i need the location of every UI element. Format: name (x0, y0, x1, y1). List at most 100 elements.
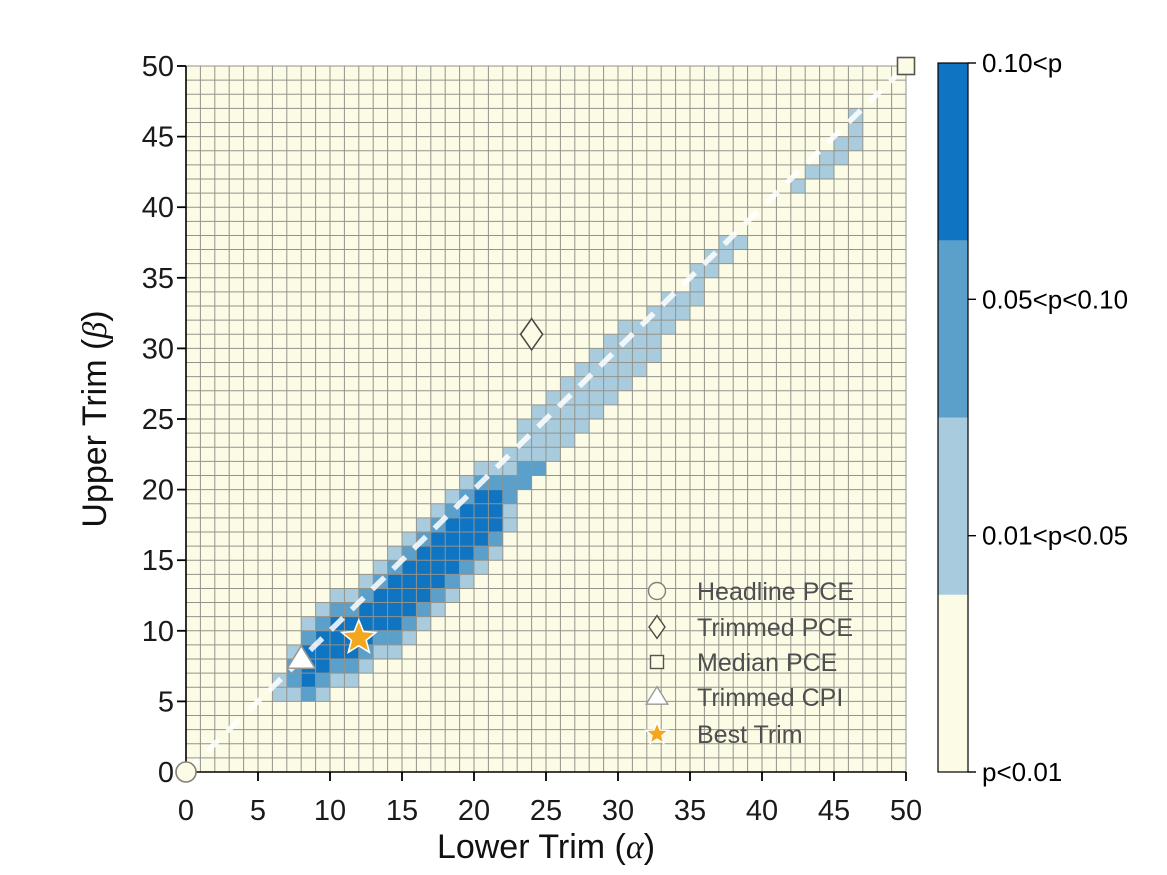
heatmap-cell-span (488, 546, 503, 561)
heatmap-cell-span (315, 673, 330, 688)
heatmap-cell-span (805, 164, 820, 179)
y-tick-label: 15 (142, 545, 174, 577)
colorbar-segment-D (938, 63, 968, 241)
colorbar-tick-label: 0.10<p (982, 48, 1062, 78)
heatmap-cell-span (373, 560, 388, 575)
colorbar-tick-label: p<0.01 (982, 757, 1062, 787)
heatmap-cell-span (330, 588, 345, 603)
heatmap-cell-span (488, 475, 503, 490)
heatmap-cell-span (301, 687, 316, 702)
x-tick-label: 50 (890, 795, 922, 827)
heatmap-cell-span (560, 376, 575, 448)
legend-item-trimmed-cpi: Trimmed CPI (644, 684, 843, 712)
colorbar-tick-label: 0.05<p<0.10 (982, 284, 1128, 314)
marker-trimmed-cpi (285, 644, 317, 670)
heatmap-cell-span (402, 630, 417, 645)
y-tick-label: 5 (158, 686, 174, 718)
heatmap-cell-span (315, 687, 330, 702)
colorbar-tick-label: 0.01<p<0.05 (982, 521, 1128, 551)
x-axis-ticks: 0 5 10 15 20 25 30 35 40 45 50 (178, 772, 922, 827)
marker-headline-pce (175, 761, 197, 783)
heatmap-cell-span (459, 574, 474, 589)
heatmap-cell-span (301, 630, 316, 645)
colorbar-segment-M (938, 240, 968, 418)
marker-median-pce (896, 56, 916, 76)
heatmap-cell-span (402, 546, 417, 561)
heatmap-cell-span (618, 320, 633, 391)
heatmap-cell-span (488, 489, 503, 532)
heatmap-cell-span (344, 588, 359, 603)
x-tick-label: 30 (602, 795, 634, 827)
legend-label: Median PCE (697, 649, 837, 677)
x-axis-title: Lower Trim (α) (437, 828, 655, 866)
colorbar-segment-C (938, 594, 968, 773)
x-tick-label: 15 (386, 795, 418, 827)
heatmap-cell-span (546, 390, 561, 462)
heatmap-cell-span (531, 461, 546, 476)
heatmap-cell-span (459, 560, 474, 575)
heatmap-cell-span (358, 574, 374, 589)
y-axis-ticks: 0 5 10 15 20 25 30 35 40 45 50 (142, 51, 186, 789)
heatmap-cell-span (301, 616, 316, 631)
heatmap-cell-span (445, 574, 460, 589)
legend-marker-diamond (648, 614, 666, 640)
heatmap-cell-span (416, 616, 431, 631)
heatmap-cell-span (358, 659, 374, 674)
heatmap-cell-span (416, 517, 431, 532)
y-axis-title-text: Upper Trim ( (76, 338, 114, 528)
heatmap-cell-span (474, 461, 489, 476)
heatmap-cell-span (315, 616, 330, 631)
x-tick-label: 5 (250, 795, 266, 827)
legend-item-median-pce: Median PCE (649, 649, 837, 677)
heatmap-cell-span (690, 263, 705, 307)
diagonal-reference-line (184, 64, 908, 774)
heatmap-cell-span (488, 531, 503, 547)
marker-best-trim (339, 617, 378, 655)
heatmap-cell-span (474, 560, 489, 575)
x-tick-label: 20 (458, 795, 490, 827)
y-tick-label: 45 (142, 122, 174, 154)
legend-marker-square (649, 654, 665, 670)
heatmap-cell-span (445, 489, 460, 504)
heatmap-cell-span (474, 546, 489, 561)
heatmap-cell-span (315, 630, 330, 674)
heatmap-cell-span (344, 673, 359, 688)
y-tick-label: 30 (142, 333, 174, 365)
y-tick-label: 25 (142, 404, 174, 436)
legend-label: Trimmed CPI (697, 684, 843, 712)
diagonal-dashed-line (184, 64, 908, 774)
legend-marker-star (644, 720, 670, 745)
x-axis-title-close-paren: ) (644, 828, 655, 866)
y-tick-label: 40 (142, 192, 174, 224)
x-axis-title-text: Lower Trim ( (437, 828, 627, 866)
y-tick-label: 35 (142, 263, 174, 295)
heatmap-cell-span (430, 602, 446, 617)
x-tick-label: 45 (818, 795, 850, 827)
legend-item-best-trim: Best Trim (644, 720, 803, 749)
colorbar-border (937, 62, 969, 773)
x-tick-label: 10 (314, 795, 346, 827)
heatmap-cell-span (416, 602, 431, 617)
heatmap-cell-span (315, 602, 330, 617)
heatmap-cell-span (373, 644, 388, 660)
x-tick-label: 35 (674, 795, 706, 827)
heatmap-cell-span (402, 531, 417, 547)
y-tick-label: 10 (142, 616, 174, 648)
heatmap-cell-span (286, 687, 302, 702)
heatmap-cell-span (344, 659, 359, 674)
legend-label: Trimmed PCE (697, 614, 853, 642)
heatmap-cell-span (330, 673, 345, 688)
series-markers (175, 56, 916, 783)
y-axis-title-symbol-beta: β (77, 322, 114, 340)
x-tick-label: 0 (178, 795, 194, 827)
heatmap-cell-span (589, 348, 604, 419)
heatmap-cell-span (445, 588, 460, 603)
heatmap-cell-span (790, 178, 806, 194)
legend-label: Headline PCE (697, 578, 854, 606)
heatmap-cell-span (402, 616, 417, 631)
heatmap-cell-span (430, 588, 446, 603)
heatmap-cell-span (430, 503, 446, 518)
y-axis-title: Upper Trim (β) (76, 310, 114, 527)
